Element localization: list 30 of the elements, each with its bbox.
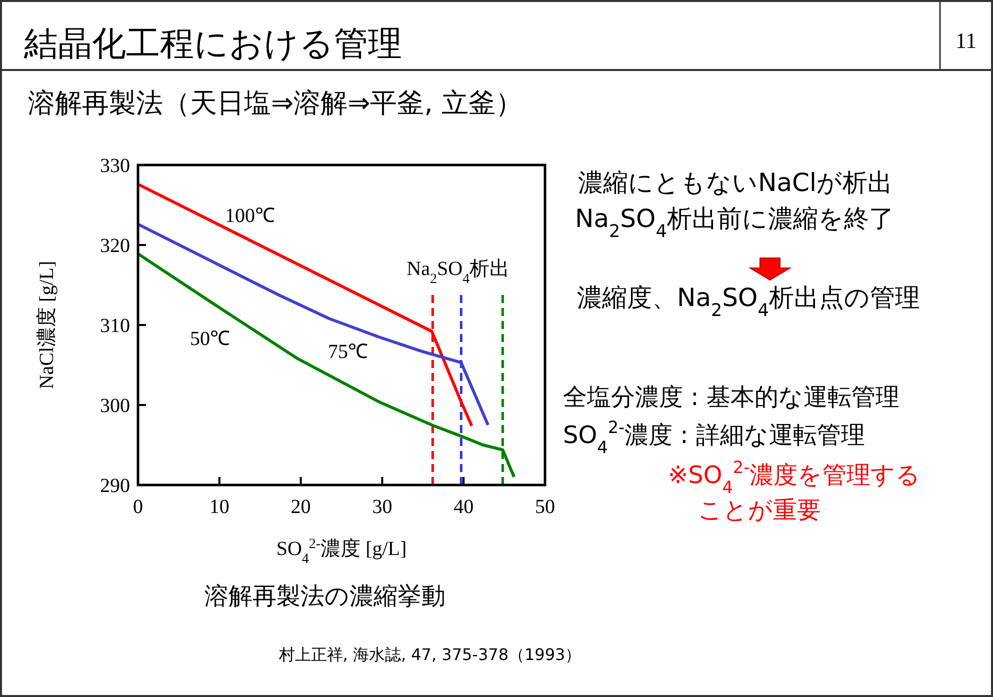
text: 濃縮にともないNaClが析出	[578, 168, 892, 197]
text: 溶解再製法の濃縮挙動	[204, 582, 446, 610]
y-tick-label: 330	[100, 155, 130, 177]
series-label: 75℃	[328, 341, 368, 363]
line-series	[136, 222, 490, 426]
text: ※SO$_{4}$$^{2-}$濃度を管理する	[668, 457, 921, 497]
text: 村上正祥, 海水誌, 47, 375-378（1993）	[278, 645, 582, 664]
y-tick-label: 320	[100, 235, 130, 257]
x-tick-label: 30	[372, 496, 392, 518]
y-tick-label: 290	[100, 475, 130, 497]
y-tick-label: 310	[100, 315, 130, 337]
x-tick-label: 0	[133, 496, 143, 518]
text: SO$_{4}$$^{2-}$濃度 : 詳細な運転管理	[563, 417, 865, 457]
y-tick-label: 300	[100, 395, 130, 417]
x-tick-label: 10	[209, 496, 230, 518]
x-tick-label: 50	[535, 496, 555, 518]
x-tick-label: 40	[454, 496, 474, 518]
text: ことが重要	[698, 496, 821, 524]
ref-line-label: Na$_{2}$SO$_{4}$析出	[406, 258, 510, 286]
x-axis-title: SO$_{4}$$^{2-}$濃度 [g/L]	[276, 536, 407, 566]
series-label: 50℃	[190, 328, 230, 350]
text: 全塩分濃度 : 基本的な運転管理	[563, 383, 900, 411]
series-label: 100℃	[225, 205, 275, 227]
text: Na$_{2}$SO$_{4}$析出前に濃縮を終了	[575, 204, 894, 242]
text: 11	[955, 28, 977, 53]
text: 濃縮度、Na$_{2}$SO$_{4}$析出点の管理	[577, 283, 920, 321]
x-tick-label: 20	[290, 496, 311, 518]
y-axis-title: NaCl濃度 [g/L]	[36, 260, 58, 390]
chart-title: 結晶化工程における管理	[23, 24, 402, 64]
chart-subtitle: 溶解再製法（天日塩⇒溶解⇒平釜, 立釜）	[28, 88, 522, 119]
